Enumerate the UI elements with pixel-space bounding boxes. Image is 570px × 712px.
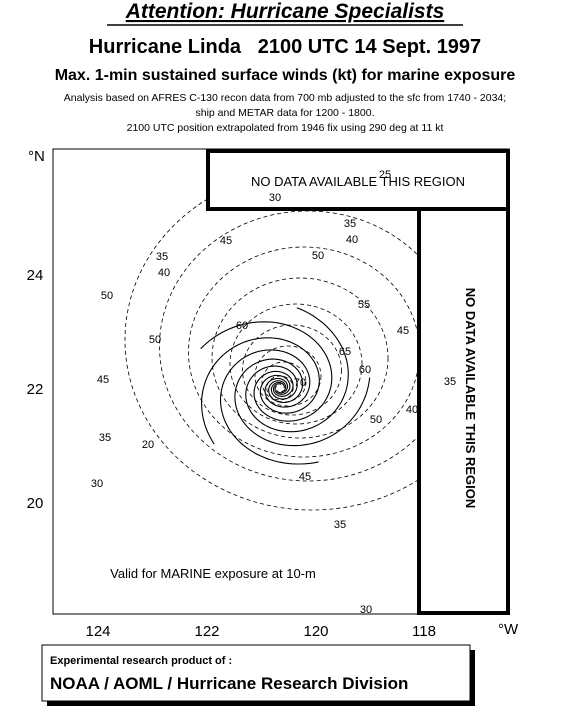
x-tick-label: 122 [194, 623, 219, 640]
contour-label: 50 [312, 250, 324, 262]
streamline [245, 307, 349, 433]
contour-label: 20 [142, 439, 154, 451]
streamline [200, 321, 333, 422]
no-data-box [417, 207, 510, 615]
isotach [266, 375, 294, 401]
note: ship and METAR data for 1200 - 1800. [196, 107, 375, 119]
note: 2100 UTC position extrapolated from 1946… [127, 122, 444, 134]
isotach [229, 303, 363, 425]
footer-line: NOAA / AOML / Hurricane Research Divisio… [50, 674, 408, 693]
contour-label: 35 [334, 519, 346, 531]
y-tick-label: 22 [27, 381, 44, 398]
contour-label: 40 [406, 404, 418, 416]
contour-label: 35 [344, 218, 356, 230]
x-unit: °W [498, 621, 519, 638]
streamline [201, 337, 320, 445]
contour-label: 35 [99, 432, 111, 444]
x-tick-label: 124 [85, 623, 110, 640]
contour-label: 60 [359, 364, 371, 376]
contour-label: 70 [294, 377, 306, 389]
contour-label: 35 [156, 251, 168, 263]
contour-label: 60 [236, 320, 248, 332]
contour-label: 45 [397, 325, 409, 337]
contour-label: 65 [339, 346, 351, 358]
y-tick-label: 20 [27, 495, 44, 512]
footer-box [41, 644, 471, 702]
isotach [188, 246, 420, 458]
streamline [234, 358, 371, 447]
contour-label: 45 [220, 235, 232, 247]
y-unit: °N [28, 148, 45, 165]
contour-label: 55 [358, 299, 370, 311]
contour-label: 50 [370, 414, 382, 426]
valid-note: Valid for MARINE exposure at 10-m [110, 566, 316, 581]
isotach [261, 361, 307, 403]
note: Analysis based on AFRES C-130 recon data… [64, 92, 506, 104]
contour-label: 50 [149, 334, 161, 346]
contour-label: 40 [158, 267, 170, 279]
no-data-label: NO DATA AVAILABLE THIS REGION [463, 288, 478, 509]
contour-label: 30 [269, 192, 281, 204]
x-tick-label: 120 [303, 623, 328, 640]
contour-label: 30 [360, 604, 372, 616]
title: Hurricane Linda 2100 UTC 14 Sept. 1997 [89, 36, 481, 58]
isotach [254, 345, 322, 407]
attention: Attention: Hurricane Specialists [125, 0, 445, 23]
footer-line: Experimental research product of : [50, 655, 232, 667]
contour-labels: 25 30 35 40 45 50 35 40 50 55 60 50 45 6… [91, 169, 456, 616]
isotach [242, 324, 342, 416]
no-data-label: NO DATA AVAILABLE THIS REGION [251, 174, 465, 189]
isotach [211, 277, 389, 439]
y-tick-label: 24 [27, 267, 44, 284]
no-data-box [206, 149, 510, 211]
streamline [219, 349, 319, 465]
contour-label: 45 [97, 374, 109, 386]
contour-label: 25 [379, 169, 391, 181]
contour-label: 50 [101, 290, 113, 302]
contour-label: 45 [299, 471, 311, 483]
contour-label: 30 [91, 478, 103, 490]
subtitle: Max. 1-min sustained surface winds (kt) … [55, 67, 516, 84]
x-tick-label: 118 [412, 623, 436, 640]
contour-label: 35 [444, 376, 456, 388]
contour-label: 40 [346, 234, 358, 246]
